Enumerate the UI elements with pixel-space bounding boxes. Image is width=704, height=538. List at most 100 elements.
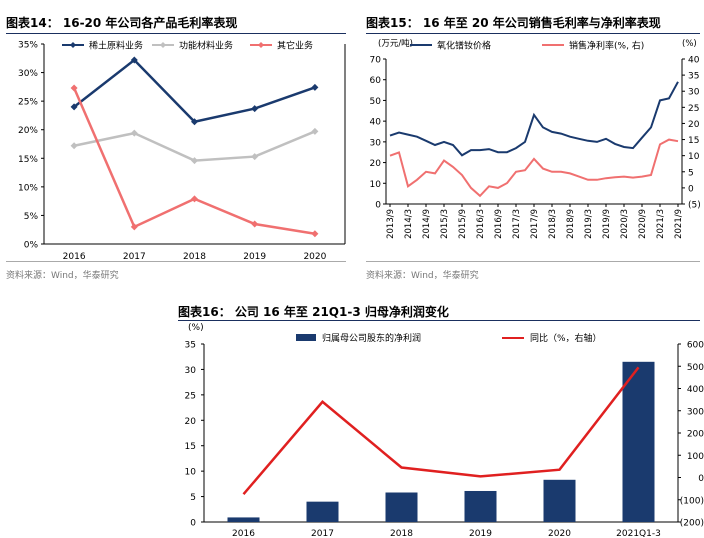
chart16-left-tick-label: 25: [185, 391, 196, 401]
chart15-left-tick-label: 20: [370, 159, 382, 169]
chart16-x-tick-label: 2020: [548, 529, 571, 538]
chart15-right-tick-label: 40: [688, 56, 700, 66]
chart15-left-tick-label: 40: [370, 118, 382, 128]
chart15-source-rule: [366, 261, 700, 262]
chart15-title: 图表15： 16 年至 20 年公司销售毛利率与净利率表现: [366, 16, 661, 30]
chart16-bar: [385, 492, 418, 522]
chart16-x-tick-label: 2017: [311, 529, 334, 538]
chart16-x-tick-label: 2019: [469, 529, 492, 538]
chart15-left-tick-label: 30: [370, 138, 382, 148]
chart15-left-tick-label: 70: [370, 56, 382, 66]
chart14-data-point: [251, 105, 259, 113]
chart16-left-unit: (%): [188, 323, 204, 333]
chart15-source: 资料来源：Wind，华泰研究: [366, 271, 479, 281]
chart15-right-tick-label: 25: [688, 104, 699, 114]
chart16-left-tick-label: 5: [190, 493, 196, 503]
chart14-x-tick-label: 2017: [123, 252, 146, 262]
chart15-left-unit: (万元/吨): [378, 38, 413, 49]
chart14-legend-label: 其它业务: [277, 40, 313, 52]
chart14: 0% 5% 10% 15% 20% 25% 30% 35% 2016 2017 2018 2019 20…: [18, 40, 346, 262]
chart14-y-tick-label: 0%: [24, 241, 39, 251]
chart14-y-tick-label: 30%: [18, 69, 38, 79]
chart14-data-point: [70, 84, 78, 92]
chart15-right-unit: (%): [682, 39, 697, 49]
chart14-legend-label: 功能材料业务: [179, 40, 233, 52]
chart14-data-point: [191, 118, 198, 126]
chart14-data-point: [130, 223, 138, 231]
chart15-right-tick-label: 5: [688, 168, 694, 178]
chart16-bar: [543, 479, 576, 522]
chart14-title: 图表14： 16-20 年公司各产品毛利率表现: [6, 16, 238, 30]
chart15-right-tick-label: 30: [688, 88, 700, 98]
chart16-right-tick-label: 300: [687, 407, 704, 417]
chart16-title-rule: [178, 320, 700, 321]
chart16-bar: [622, 361, 655, 522]
chart14-data-point: [191, 157, 198, 165]
chart14-data-point: [251, 153, 259, 161]
chart15: (万元/吨) (%) 0 10 20 30 40 50 60 70 (5) 0 5 10 15 20 25 30 3…: [370, 38, 701, 239]
chart15-x-tick-label: 2020/9: [638, 209, 648, 239]
chart15-legend-label: 氧化镨钕价格: [437, 40, 491, 52]
chart15-x-tick-label: 2019/3: [584, 209, 594, 239]
chart15-right-tick-label: 0: [688, 184, 694, 194]
chart14-x-tick-label: 2016: [63, 252, 86, 262]
chart16-left-tick-label: 35: [185, 341, 196, 351]
chart14-title-rule: [6, 33, 346, 34]
chart16-yoy-line: [242, 366, 640, 496]
chart15-title-rule: [366, 33, 700, 34]
chart16: (%) 0 5 10 15 20 25 30 35 (200) (100) 0 100 200 300 400…: [185, 323, 704, 538]
chart15-left-tick-label: 10: [370, 180, 382, 190]
chart16-legend-bar-label: 归属母公司股东的净利润: [322, 332, 421, 344]
chart14-data-point: [251, 220, 259, 228]
chart14-data-point: [130, 56, 138, 64]
chart15-right-tick-label: 10: [688, 152, 700, 162]
chart16-left-tick-label: 15: [185, 442, 196, 452]
chart16-bar: [464, 490, 497, 522]
chart15-x-tick-label: 2017/9: [530, 209, 540, 239]
chart15-legend-label: 销售净利率(%, 右): [569, 40, 644, 52]
chart15-x-tick-label: 2021/9: [674, 209, 684, 239]
chart15-right-tick-label: 20: [688, 120, 700, 130]
chart14-x-tick-label: 2019: [243, 252, 266, 262]
chart15-left-tick-label: 0: [375, 201, 381, 211]
chart15-x-tick-label: 2015/3: [440, 209, 450, 239]
chart16-x-tick-label: 2021Q1-3: [616, 529, 661, 538]
chart15-x-tick-label: 2018/3: [548, 209, 558, 239]
chart14-y-tick-label: 20%: [18, 126, 38, 136]
chart16-right-tick-label: 200: [687, 430, 704, 440]
chart14-series-line: [73, 130, 316, 162]
chart14-data-point: [311, 230, 319, 238]
chart15-x-tick-label: 2014/3: [404, 209, 414, 239]
chart15-x-tick-label: 2015/9: [458, 209, 468, 239]
chart15-left-tick-label: 50: [370, 97, 382, 107]
chart14-legend-marker: [70, 42, 76, 48]
chart14-source-rule: [6, 261, 346, 262]
chart15-x-tick-label: 2014/9: [422, 209, 432, 239]
chart14-x-tick-label: 2020: [303, 252, 326, 262]
chart14-data-point: [311, 83, 319, 91]
chart16-bar: [227, 517, 260, 522]
chart15-right-tick-label: 15: [688, 136, 699, 146]
chart14-series-line: [73, 58, 316, 124]
chart16-left-tick-label: 20: [185, 417, 197, 427]
chart15-x-tick-label: 2021/3: [656, 209, 666, 239]
chart14-y-tick-label: 10%: [18, 183, 38, 193]
chart16-right-tick-label: (100): [680, 496, 704, 506]
chart16-right-tick-label: (200): [680, 519, 704, 529]
chart16-right-tick-label: 600: [687, 341, 704, 351]
chart15-right-tick-label: (5): [688, 201, 701, 211]
chart14-x-tick-label: 2018: [183, 252, 206, 262]
chart15-x-tick-label: 2013/9: [386, 209, 396, 239]
chart15-series-line: [389, 138, 679, 198]
chart14-legend-label: 稀土原料业务: [89, 40, 143, 52]
chart16-right-tick-label: 400: [687, 385, 704, 395]
chart14-source: 资料来源：Wind，华泰研究: [6, 271, 119, 281]
chart14-data-point: [70, 142, 78, 150]
chart14-y-tick-label: 35%: [18, 41, 38, 51]
chart16-left-tick-label: 0: [190, 519, 196, 529]
chart15-x-tick-label: 2020/3: [620, 209, 630, 239]
chart16-right-tick-label: 100: [687, 452, 704, 462]
chart16-x-tick-label: 2016: [232, 529, 255, 538]
chart16-right-tick-label: 500: [687, 363, 704, 373]
chart15-x-tick-label: 2018/9: [566, 209, 576, 239]
